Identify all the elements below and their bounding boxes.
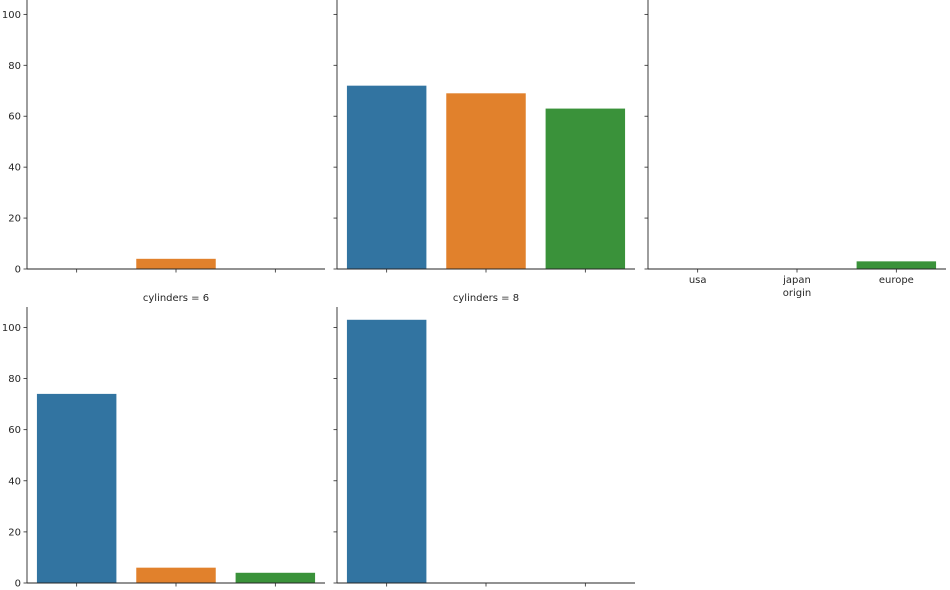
bar-europe [235, 572, 316, 583]
y-tick-label: 100 [2, 10, 21, 21]
y-tick-label: 80 [8, 374, 21, 385]
x-axis-label: origin [783, 288, 811, 299]
facet-panel-3: usa japan europe origin [644, 0, 946, 299]
y-tick-label: 60 [8, 425, 21, 436]
y-tick-label: 20 [8, 214, 21, 225]
bar-usa [346, 319, 427, 583]
y-tick-label: 0 [15, 265, 21, 276]
bar-japan [136, 258, 216, 269]
bar-europe [545, 108, 626, 269]
y-tick-label: 60 [8, 112, 21, 123]
bar-japan [136, 567, 216, 583]
bar-usa [36, 393, 117, 583]
facet-title: cylinders = 8 [453, 293, 519, 304]
bar-usa [346, 85, 427, 269]
facet-panel-5: cylinders = 8 [333, 293, 635, 587]
x-tick-label-japan: japan [782, 275, 811, 286]
facet-panel-2 [333, 0, 635, 273]
y-tick-label: 40 [8, 163, 21, 174]
y-tick-label: 20 [8, 527, 21, 538]
x-tick-label-europe: europe [879, 275, 914, 286]
facet-panel-1: 0 20 40 60 80 100 [2, 0, 325, 276]
facet-title: cylinders = 6 [143, 293, 209, 304]
facet-panel-4: 0 20 40 60 80 100 cylinders = 6 [2, 293, 325, 590]
bar-europe [856, 261, 937, 269]
y-tick-label: 80 [8, 61, 21, 72]
y-tick-label: 100 [2, 323, 21, 334]
bar-japan [446, 93, 526, 269]
y-tick-label: 0 [15, 579, 21, 590]
x-tick-label-usa: usa [689, 275, 707, 286]
y-tick-label: 40 [8, 476, 21, 487]
